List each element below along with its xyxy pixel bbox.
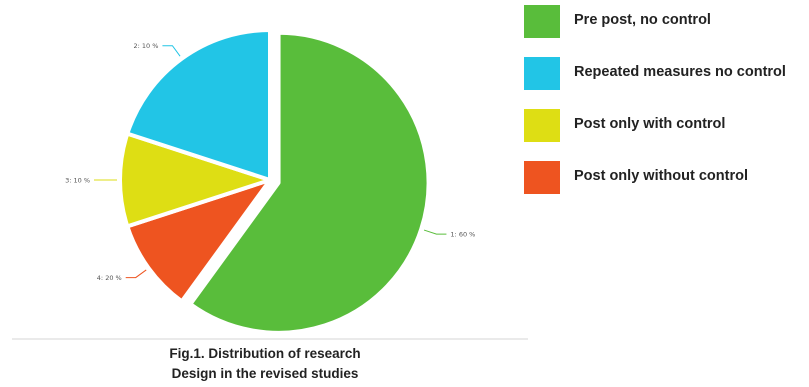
pie-slice-4 <box>125 178 272 304</box>
slice-labels: 1: 60 % 4: 20 % 3: 10 % 2: 10 % <box>65 42 475 282</box>
legend-swatch-1 <box>524 5 560 38</box>
slice-label-4: 4: 20 % <box>97 274 122 282</box>
legend-swatch-4 <box>524 161 560 194</box>
leader-line-2 <box>162 45 181 57</box>
pie-slice-3 <box>118 131 272 229</box>
legend: Pre post, no control Repeated measures no… <box>524 5 786 194</box>
legend-swatch-2 <box>524 57 560 90</box>
figure-caption-line-1: Fig.1. Distribution of research <box>169 346 361 361</box>
slice-label-1: 1: 60 % <box>450 231 475 239</box>
slice-leader-lines <box>94 45 447 279</box>
legend-label-4: Post only without control <box>574 168 748 184</box>
legend-label-2: Repeated measures no control <box>574 64 786 80</box>
pie-slice-2 <box>125 28 272 182</box>
leader-line-4 <box>125 269 147 279</box>
legend-label-1: Pre post, no control <box>574 12 711 28</box>
slice-label-3: 3: 10 % <box>65 177 90 185</box>
pie-slice-1 <box>188 30 431 335</box>
legend-swatch-3 <box>524 109 560 142</box>
figure-caption-line-2: Design in the revised studies <box>171 366 359 381</box>
legend-label-3: Post only with control <box>574 116 725 132</box>
leader-line-1 <box>423 229 447 235</box>
slice-label-2: 2: 10 % <box>134 42 159 50</box>
pie-slices <box>118 28 431 335</box>
